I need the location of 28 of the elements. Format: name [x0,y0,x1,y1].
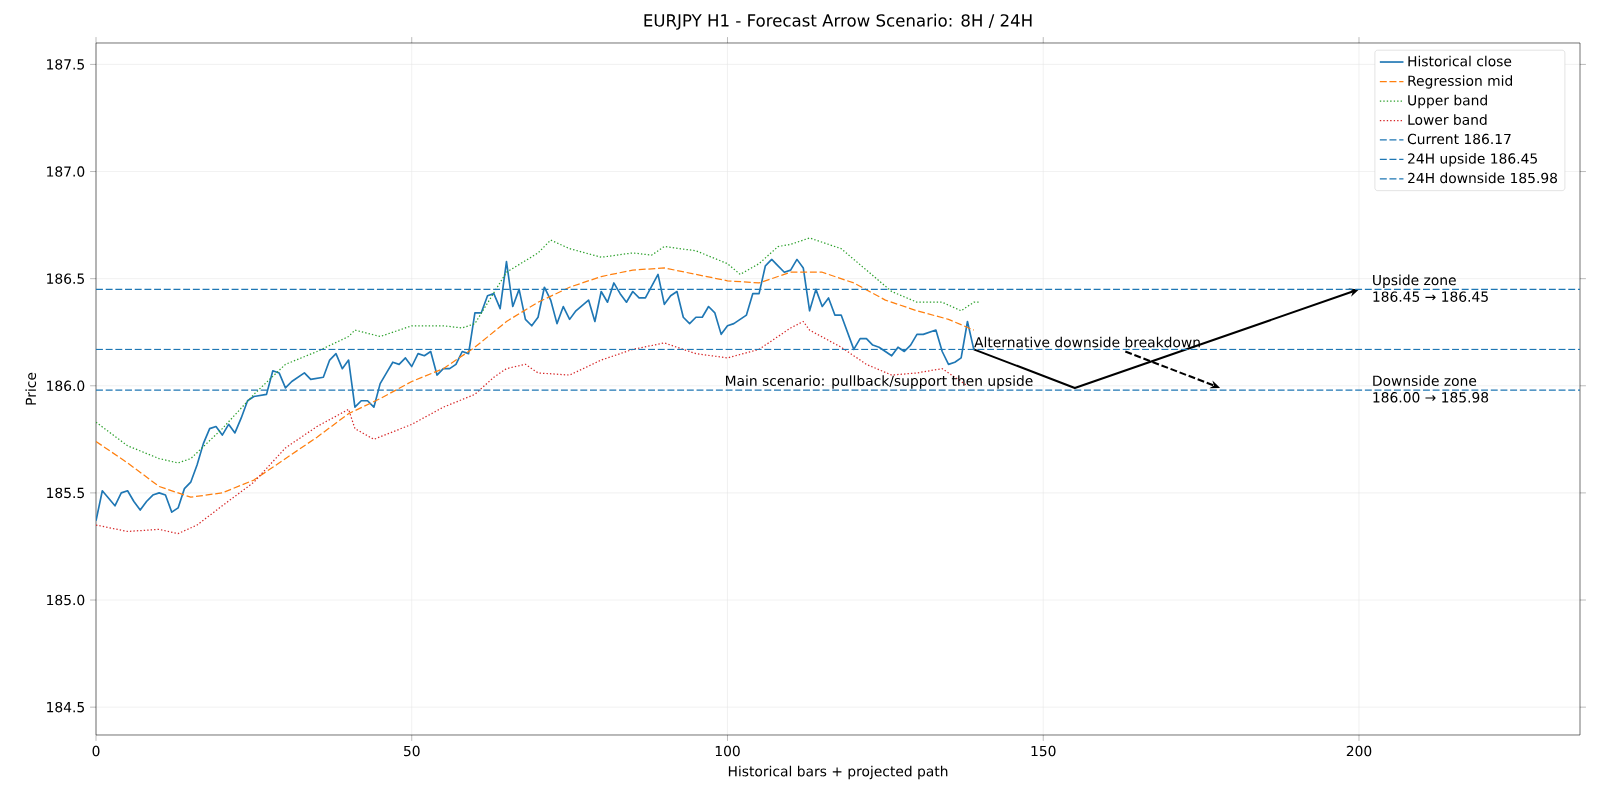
legend-label: Upper band [1408,94,1487,109]
x-tick-label: 150 [1031,745,1056,757]
annotation: Alternative downside breakdown [974,336,1200,348]
legend-label: 24H upside 186.45 [1408,153,1537,167]
legend-label: Historical close [1408,55,1512,67]
y-tick-label: 185.5 [47,487,84,499]
y-tick-label: 185.0 [47,594,85,606]
annotation: Upside zone [1373,274,1456,288]
legend-label: Current 186.17 [1407,133,1511,145]
y-tick-label: 186.0 [47,380,85,392]
x-axis-title: Historical bars + projected path [728,765,948,780]
y-tick-label: 186.5 [47,273,84,284]
x-tick-label: 50 [404,745,420,757]
y-tick-label: 184.5 [47,701,84,713]
legend-label: 24H downside 185.98 [1408,172,1558,184]
x-tick-label: 200 [1346,745,1372,757]
annotation: Main scenario: pullback/support then upside [725,375,1033,389]
y-tick-label: 187.0 [47,166,85,177]
x-tick-label: 100 [715,745,740,757]
annotation: 186.00 → 185.98 [1373,392,1489,403]
y-axis-title: Price [25,372,37,405]
x-tick-label: 0 [92,745,100,757]
legend-label: Regression mid [1408,75,1512,89]
legend-label: Lower band [1408,114,1487,125]
y-tick-label: 187.5 [47,59,84,70]
annotation: Downside zone [1373,375,1477,386]
annotation: 186.45 → 186.45 [1373,291,1488,302]
chart-title: EURJPY H1 - Forecast Arrow Scenario: 8H / 24H [644,13,1032,30]
